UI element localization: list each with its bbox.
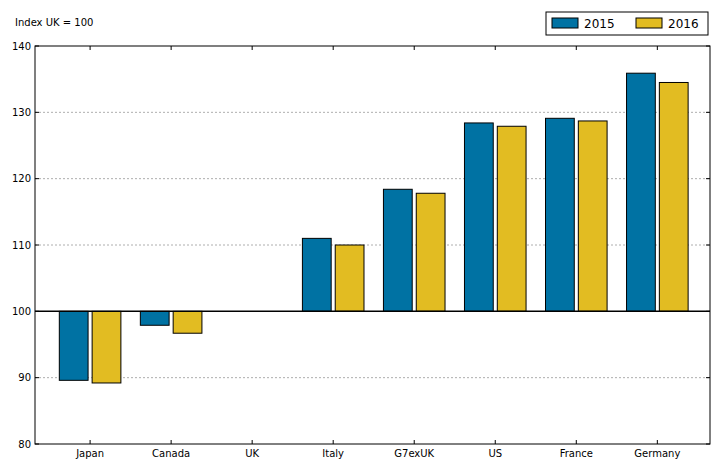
tick-mark: [706, 377, 710, 378]
x-tick: [171, 440, 172, 444]
legend-label: 2015: [584, 17, 615, 31]
bar: [383, 189, 412, 311]
legend-swatch: [552, 18, 578, 28]
x-tick-label: US: [488, 448, 502, 459]
tick-mark: [35, 377, 39, 378]
bar: [659, 82, 688, 311]
bar: [140, 311, 169, 325]
legend-swatch: [636, 18, 662, 28]
chart-root: 80 90 100 110 120 130 140 Japan Canada UK Italy G7e…: [0, 0, 720, 468]
x-tick-label: Italy: [322, 448, 344, 459]
bar: [416, 193, 445, 311]
x-tick-label: Japan: [75, 448, 104, 459]
y-tick-label: 90: [18, 372, 31, 383]
x-tick: [90, 46, 91, 50]
bar: [546, 118, 575, 311]
bar: [92, 311, 121, 383]
x-tick: [657, 440, 658, 444]
y-tick-label: 100: [12, 306, 31, 317]
x-tick-label: Germany: [634, 448, 680, 459]
grid-line: [35, 377, 710, 378]
x-tick: [576, 46, 577, 50]
x-tick-label: France: [560, 448, 593, 459]
legend-frame: [546, 12, 708, 35]
y-tick-label: 140: [12, 41, 31, 52]
x-tick: [495, 46, 496, 50]
y-tick-label: 80: [18, 439, 31, 450]
chart-svg: 80 90 100 110 120 130 140 Japan Canada UK Italy G7e…: [0, 0, 720, 468]
x-tick-label: G7exUK: [394, 448, 434, 459]
x-tick-label: Canada: [152, 448, 190, 459]
bar: [627, 73, 656, 311]
tick-mark: [35, 245, 39, 246]
x-tick: [171, 46, 172, 50]
bar: [59, 311, 88, 380]
grid-line: [35, 178, 710, 179]
x-tick: [495, 440, 496, 444]
baseline: [35, 311, 710, 313]
x-tick: [252, 46, 253, 50]
x-tick: [333, 46, 334, 50]
grid-line: [35, 112, 710, 113]
grid-line: [35, 245, 710, 246]
bar: [173, 311, 202, 333]
legend: 2015 2016: [546, 12, 708, 35]
x-tick: [90, 440, 91, 444]
subtitle: Index UK = 100: [15, 17, 93, 28]
bar: [497, 126, 526, 311]
y-tick-label: 110: [12, 240, 31, 251]
tick-mark: [706, 245, 710, 246]
tick-mark: [35, 178, 39, 179]
bars: [59, 73, 688, 383]
tick-mark: [35, 112, 39, 113]
tick-mark: [706, 178, 710, 179]
bar: [335, 245, 364, 311]
x-tick: [414, 46, 415, 50]
bar: [578, 121, 607, 311]
legend-label: 2016: [668, 17, 699, 31]
plot-frame: [35, 46, 710, 444]
bar: [302, 238, 331, 311]
x-tick: [414, 440, 415, 444]
x-tick: [252, 440, 253, 444]
x-tick-label: UK: [245, 448, 259, 459]
y-tick-label: 120: [12, 173, 31, 184]
x-tick: [576, 440, 577, 444]
x-tick: [657, 46, 658, 50]
y-tick-label: 130: [12, 107, 31, 118]
tick-mark: [706, 112, 710, 113]
bar: [464, 123, 493, 311]
x-tick: [333, 440, 334, 444]
